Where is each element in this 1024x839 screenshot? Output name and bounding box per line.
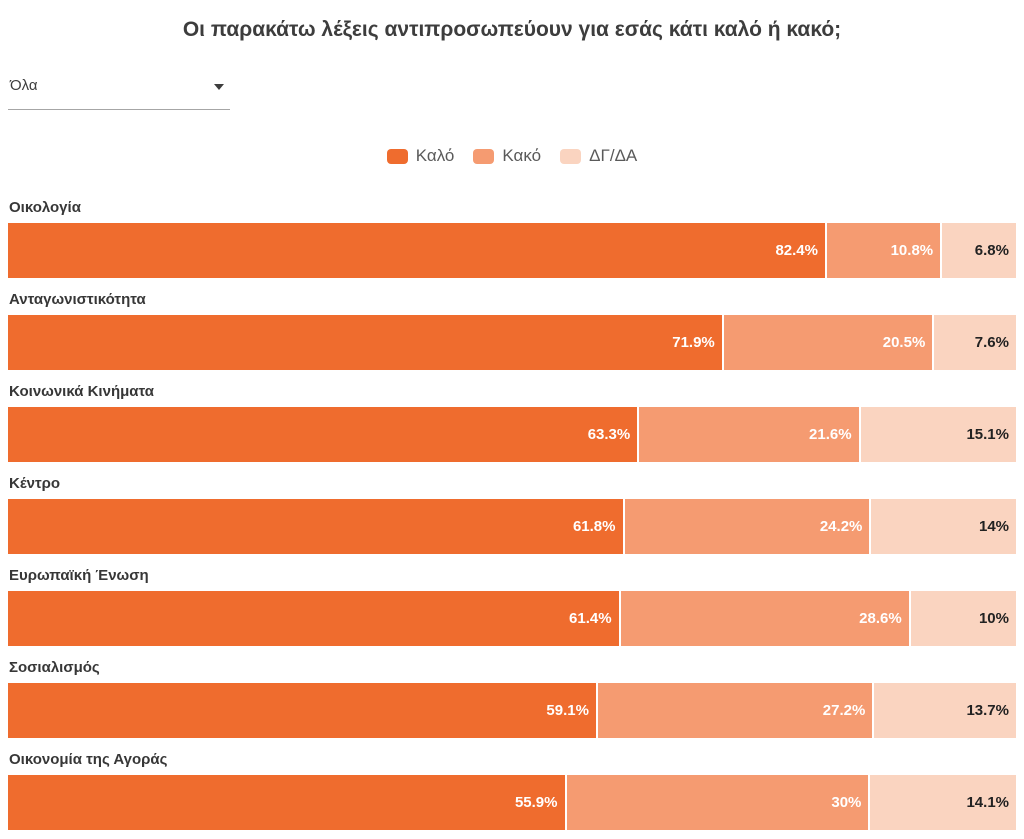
bar-segment-bad[interactable]: 27.2%	[597, 683, 873, 738]
legend-swatch-bad	[473, 148, 495, 164]
bar-segment-good[interactable]: 82.4%	[8, 223, 825, 278]
category-label: Οικονομία της Αγοράς	[9, 751, 168, 768]
bar-row: Ανταγωνιστικότητα 71.9% 20.5% 7.6%	[8, 290, 1016, 370]
bar-row: Κοινωνικά Κινήματα 63.3% 21.6% 15.1%	[8, 382, 1016, 462]
bar-segment-good[interactable]: 63.3%	[8, 407, 638, 462]
bar-segment-dkna[interactable]: 6.8%	[942, 223, 1016, 278]
chevron-down-icon	[214, 84, 224, 90]
bar-segment-dkna[interactable]: 15.1%	[860, 407, 1016, 462]
bar-segment-dkna[interactable]: 14%	[871, 499, 1017, 554]
category-label: Ανταγωνιστικότητα	[9, 291, 146, 308]
bar-segment-bad[interactable]: 30%	[566, 775, 869, 830]
legend: Καλό Κακό ΔΓ/ΔΑ	[0, 144, 1024, 168]
legend-label-good: Καλό	[415, 146, 455, 165]
bar-row: Σοσιαλισμός 59.1% 27.2% 13.7%	[8, 658, 1016, 738]
bar-segment-dkna[interactable]: 7.6%	[934, 315, 1016, 370]
stacked-bar: 82.4% 10.8% 6.8%	[8, 223, 1016, 278]
bar-row: Οικονομία της Αγοράς 55.9% 30% 14.1%	[8, 750, 1017, 830]
legend-item-good[interactable]: Καλό	[386, 144, 455, 168]
bar-segment-bad[interactable]: 10.8%	[826, 223, 941, 278]
category-label: Οικολογία	[9, 199, 81, 216]
stacked-bar: 71.9% 20.5% 7.6%	[8, 315, 1016, 370]
stacked-bar-chart: Οικολογία 82.4% 10.8% 6.8% Ανταγωνιστικότητα…	[8, 198, 1017, 830]
legend-swatch-dkna	[560, 148, 582, 164]
page-title: Οι παρακάτω λέξεις αντιπροσωπεύουν για ε…	[182, 18, 842, 41]
filter-dropdown-value: Όλα	[10, 77, 38, 94]
category-label: Σοσιαλισμός	[9, 659, 100, 676]
filter-dropdown[interactable]: Όλα	[8, 76, 230, 110]
bar-segment-good[interactable]: 61.8%	[8, 499, 623, 554]
bar-row: Οικολογία 82.4% 10.8% 6.8%	[8, 198, 1016, 278]
stacked-bar: 61.4% 28.6% 10%	[8, 591, 1016, 646]
bar-segment-bad[interactable]: 20.5%	[723, 315, 933, 370]
bar-row: Ευρωπαϊκή Ένωση 61.4% 28.6% 10%	[8, 566, 1016, 646]
stacked-bar: 63.3% 21.6% 15.1%	[8, 407, 1016, 462]
bar-segment-dkna[interactable]: 10%	[910, 591, 1016, 646]
legend-label-dkna: ΔΓ/ΔΑ	[589, 146, 638, 165]
bar-segment-good[interactable]: 61.4%	[8, 591, 619, 646]
bar-segment-bad[interactable]: 24.2%	[624, 499, 870, 554]
legend-item-bad[interactable]: Κακό	[473, 144, 541, 168]
stacked-bar: 61.8% 24.2% 14%	[8, 499, 1017, 554]
legend-item-dkna[interactable]: ΔΓ/ΔΑ	[560, 144, 637, 168]
category-label: Κοινωνικά Κινήματα	[9, 383, 154, 400]
bar-segment-good[interactable]: 59.1%	[8, 683, 596, 738]
bar-segment-dkna[interactable]: 13.7%	[874, 683, 1016, 738]
bar-segment-bad[interactable]: 21.6%	[639, 407, 859, 462]
bar-segment-good[interactable]: 71.9%	[8, 315, 722, 370]
stacked-bar: 55.9% 30% 14.1%	[8, 775, 1017, 830]
legend-swatch-good	[386, 148, 408, 164]
bar-segment-dkna[interactable]: 14.1%	[870, 775, 1017, 830]
category-label: Ευρωπαϊκή Ένωση	[9, 567, 149, 584]
bar-row: Κέντρο 61.8% 24.2% 14%	[8, 474, 1017, 554]
bar-segment-good[interactable]: 55.9%	[8, 775, 565, 830]
category-label: Κέντρο	[9, 475, 61, 492]
bar-segment-bad[interactable]: 28.6%	[620, 591, 909, 646]
stacked-bar: 59.1% 27.2% 13.7%	[8, 683, 1016, 738]
legend-label-bad: Κακό	[502, 146, 542, 165]
